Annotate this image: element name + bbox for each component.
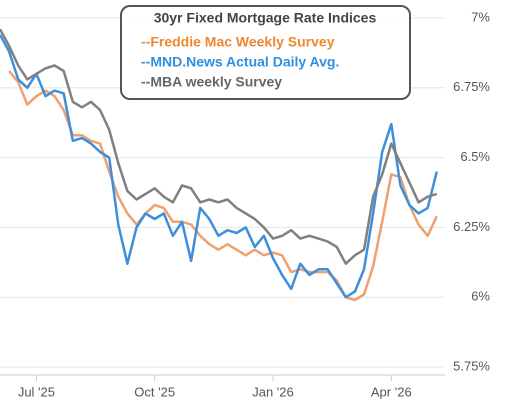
y-tick-label: 6.5% [460,149,490,164]
legend-box [120,5,411,100]
series-line [0,28,438,265]
legend-entry: --Freddie Mac Weekly Survey [141,34,335,50]
y-tick-label: 5.75% [453,358,490,373]
x-tick-label: Jan '26 [252,384,294,399]
legend-title: 30yr Fixed Mortgage Rate Indices [154,10,377,26]
y-tick-label: 6.25% [453,219,490,234]
y-tick-label: 6.75% [453,79,490,94]
x-tick-label: Apr '26 [371,384,412,399]
series-line [0,34,439,299]
y-tick-label: 7% [471,9,490,24]
legend-entry: --MND.News Actual Daily Avg. [141,54,339,70]
legend-entry: --MBA weekly Survey [141,74,282,90]
legend: 30yr Fixed Mortgage Rate Indices --Fredd… [120,5,411,100]
x-tick-label: Oct '25 [134,384,175,399]
y-tick-label: 6% [471,289,490,304]
x-tick-label: Jul '25 [18,384,55,399]
series-line [8,70,438,302]
